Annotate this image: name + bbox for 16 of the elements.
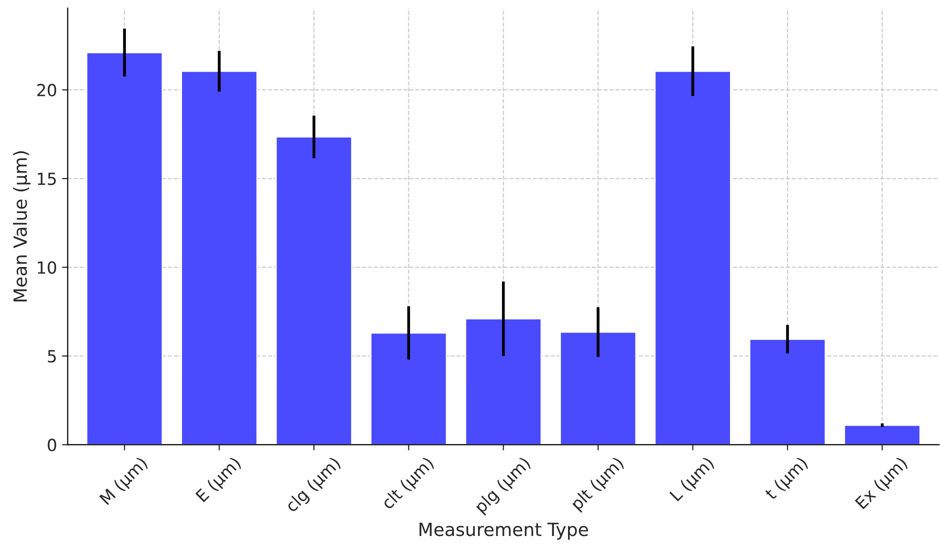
bar — [654, 70, 732, 445]
bar — [180, 70, 258, 445]
bar — [844, 424, 921, 445]
y-tick-label: 0 — [48, 438, 56, 452]
bar — [464, 318, 542, 445]
y-tick-label: 20 — [37, 84, 56, 96]
bar — [86, 52, 164, 445]
bar — [275, 136, 353, 445]
y-tick-label: 10 — [38, 261, 56, 274]
x-axis-title: Measurement Type — [420, 522, 588, 540]
y-tick-label: 5 — [48, 350, 56, 363]
bar — [748, 338, 826, 445]
bar — [560, 331, 637, 445]
bar — [370, 332, 448, 445]
y-tick-label: 15 — [38, 172, 56, 186]
y-axis-title: Mean Value (µm) — [13, 151, 30, 302]
